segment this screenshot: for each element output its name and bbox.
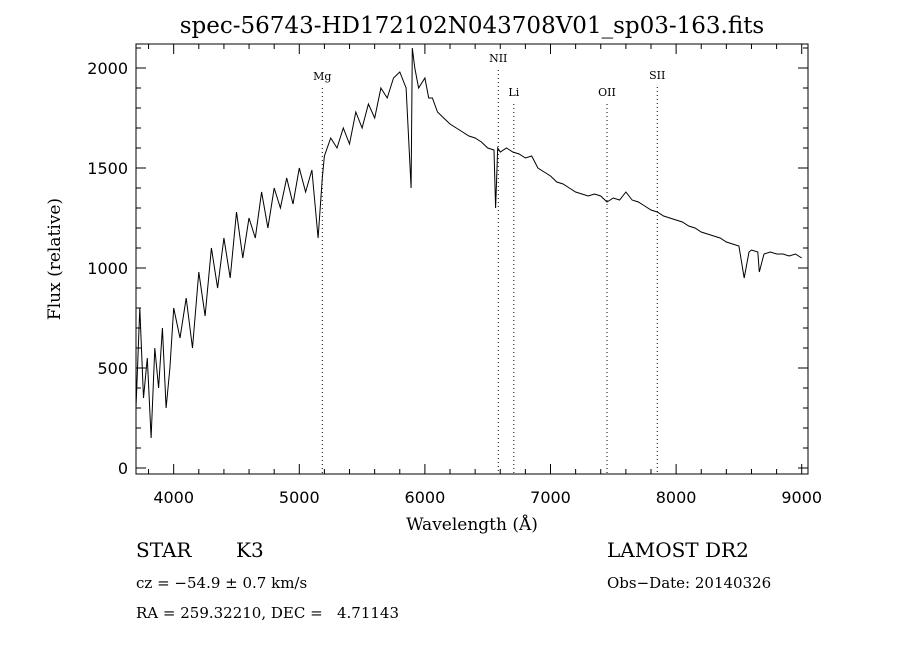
x-axis-label: Wavelength (Å): [406, 514, 538, 535]
cz-velocity: cz = −54.9 ± 0.7 km/s: [136, 574, 308, 592]
y-tick-labels: 0 500 1000 1500 2000: [87, 59, 128, 478]
y-tick-label: 500: [97, 359, 128, 378]
x-tick-label: 4000: [153, 488, 194, 507]
axis-ticks: [136, 44, 808, 474]
x-tick-label: 6000: [405, 488, 446, 507]
plot-frame: [135, 43, 809, 475]
spectral-subclass: K3: [236, 538, 264, 562]
x-tick-labels: 4000 5000 6000 7000 8000 9000: [153, 488, 822, 507]
spectrum-line: [135, 47, 802, 439]
survey-name: LAMOST DR2: [607, 538, 749, 562]
y-tick-label: 2000: [87, 59, 128, 78]
y-tick-label: 1000: [87, 259, 128, 278]
x-tick-label: 8000: [656, 488, 697, 507]
y-tick-label: 1500: [87, 159, 128, 178]
spectral-line-markers: Mg NII Li OII SII: [313, 52, 665, 474]
observation-date: Obs−Date: 20140326: [607, 574, 772, 592]
y-axis-label: Flux (relative): [45, 198, 65, 320]
object-class: STAR: [136, 538, 192, 562]
x-tick-label: 5000: [279, 488, 320, 507]
ra-dec: RA = 259.32210, DEC = 4.71143: [136, 604, 400, 622]
x-tick-label: 9000: [781, 488, 822, 507]
spectral-line-label: Li: [508, 86, 519, 99]
spectral-line-label: Mg: [313, 70, 331, 83]
chart-title: spec-56743-HD172102N043708V01_sp03-163.f…: [180, 13, 765, 39]
spectral-line-label: NII: [489, 52, 507, 65]
spectral-line-label: OII: [598, 86, 616, 99]
y-tick-label: 0: [118, 459, 128, 478]
x-tick-label: 7000: [530, 488, 571, 507]
spectral-line-label: SII: [649, 69, 665, 82]
